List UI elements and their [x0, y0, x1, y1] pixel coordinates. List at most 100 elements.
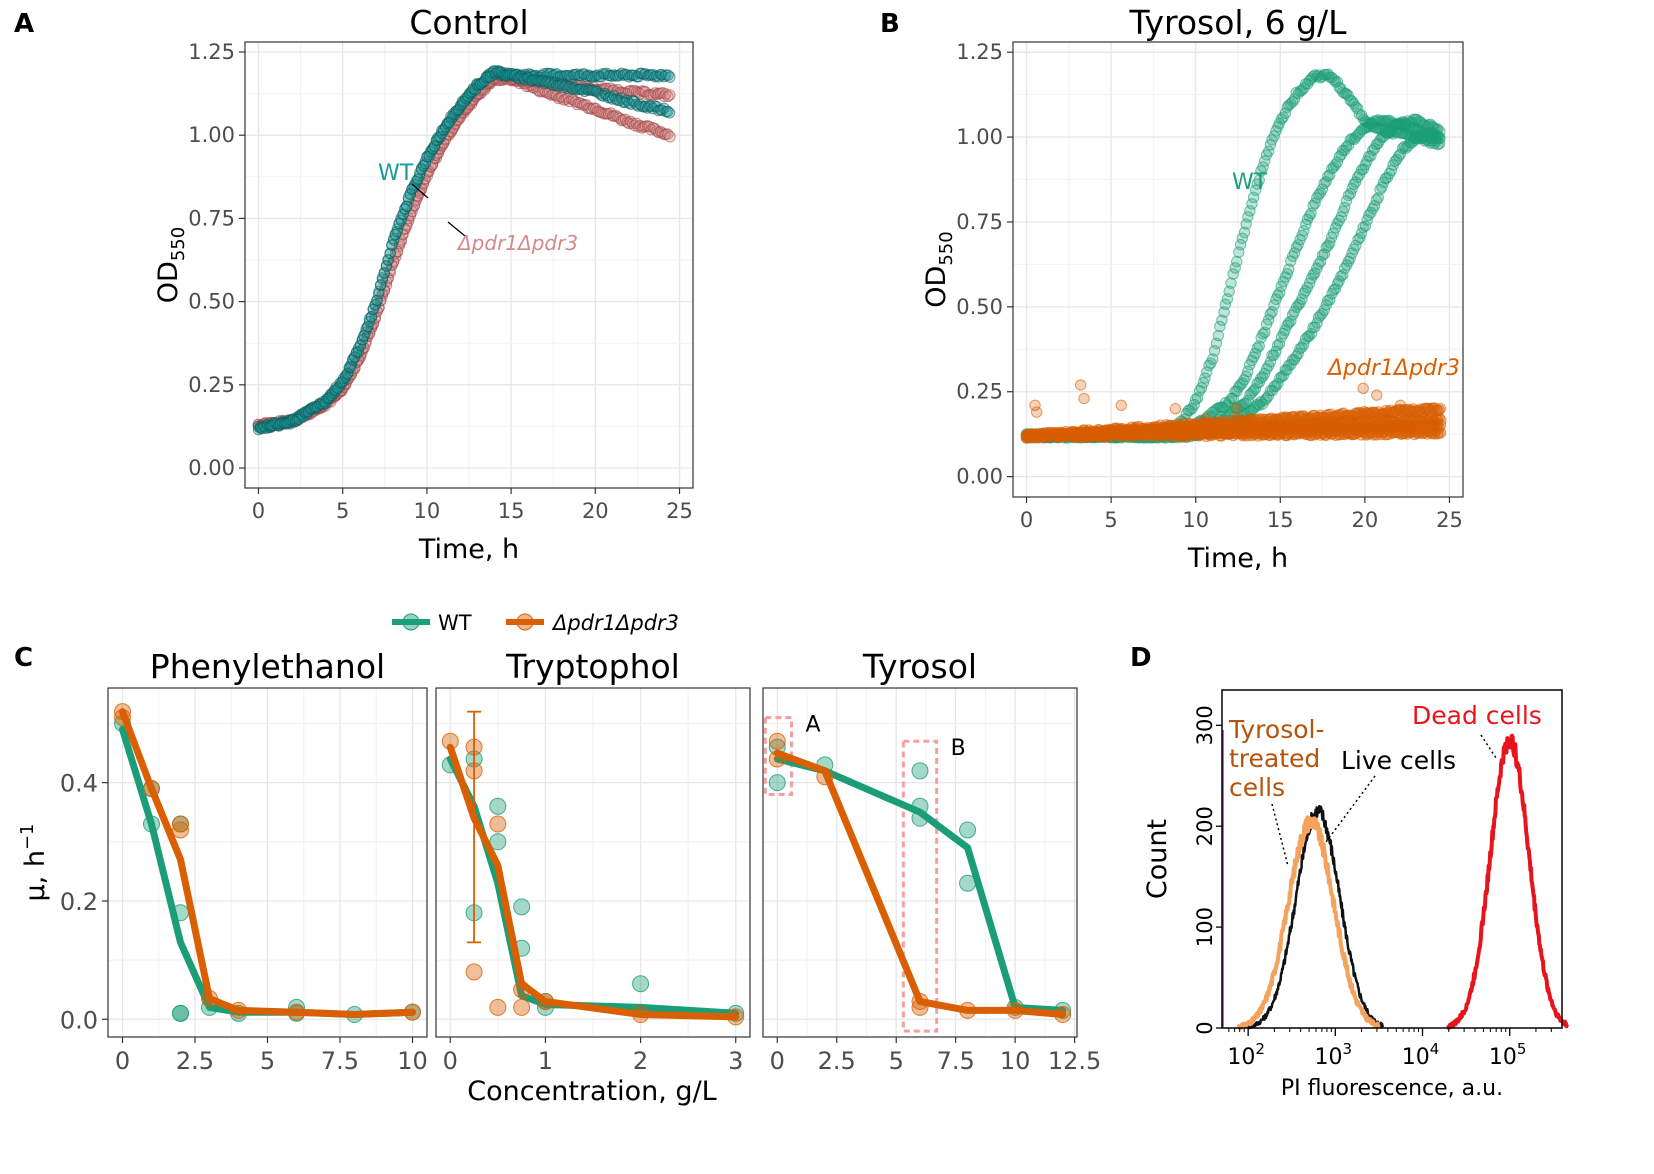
- data-point: [1434, 125, 1446, 138]
- y-tick-label: 0.4: [60, 770, 98, 798]
- x-tick-label: 0: [115, 1047, 130, 1075]
- x-tick-label: 15: [498, 499, 525, 523]
- data-point: [358, 330, 370, 342]
- y-axis-label: OD550: [153, 227, 189, 303]
- x-tick-base: 10: [1227, 1045, 1255, 1070]
- panel-b: B Tyrosol, 6 g/L 0 5 10 15 20 25 0.00 0.25 0.50 0.7…: [880, 3, 1464, 574]
- x-tick-label: 103: [1315, 1040, 1353, 1070]
- data-point: [1230, 403, 1243, 415]
- plot-frame: [244, 41, 694, 489]
- panel-letter: D: [1130, 643, 1152, 673]
- highlight-label: A: [806, 713, 821, 738]
- panel-title: Tyrosol, 6 g/L: [1128, 3, 1347, 42]
- data-point: [1331, 217, 1343, 230]
- histogram-tyrosol-treated-cells: [1236, 815, 1381, 1030]
- series-line: [773, 749, 1067, 1018]
- data-point: [1337, 269, 1349, 281]
- facet-title: Phenylethanol: [150, 647, 385, 686]
- x-tick-label: 7.5: [937, 1047, 975, 1075]
- data-point: [513, 898, 531, 916]
- data-point: [1264, 356, 1277, 368]
- data-point: [664, 89, 676, 101]
- x-tick-exponent: 3: [1343, 1040, 1353, 1058]
- annotation-leader: [447, 221, 466, 237]
- x-tick-label: 10: [397, 1047, 428, 1075]
- y-tick-label: 0.50: [956, 295, 1003, 319]
- y-tick-label: 1.00: [956, 125, 1003, 149]
- x-tick-label: 1: [538, 1047, 553, 1075]
- panel-letter: C: [14, 643, 33, 673]
- data-point: [1227, 268, 1239, 280]
- data-point: [1200, 413, 1212, 425]
- x-axis-label: PI fluorescence, a.u.: [1281, 1076, 1503, 1101]
- data-point: [1433, 137, 1446, 150]
- x-tick-label: 5: [889, 1047, 904, 1075]
- legend-label-wt: WT: [438, 611, 472, 635]
- x-tick-exponent: 5: [1517, 1040, 1527, 1058]
- y-tick-label: 0.75: [956, 210, 1003, 234]
- facet-tyrosol: Tyrosol A B 0 2.5 5 7.5 10 12.5: [762, 647, 1101, 1075]
- y-tick-label: 0.75: [188, 206, 235, 230]
- data-point: [1342, 189, 1355, 202]
- data-point: [489, 815, 507, 833]
- data-point: [489, 797, 507, 815]
- annotation-dead: Dead cells: [1412, 701, 1542, 730]
- data-point: [1236, 232, 1248, 244]
- highlight-label: B: [951, 736, 966, 761]
- x-tick-label: 5: [336, 499, 349, 523]
- y-tick-label: 0.2: [60, 888, 98, 916]
- y-tick-label: 200: [1193, 806, 1217, 846]
- data-point: [1285, 97, 1297, 110]
- x-tick-label: 15: [1267, 508, 1294, 532]
- data-point: [662, 69, 674, 81]
- data-point: [1352, 233, 1364, 246]
- x-tick-label: 7.5: [321, 1047, 359, 1075]
- x-tick-label: 10: [1182, 508, 1209, 532]
- data-point: [1298, 225, 1310, 237]
- data-point: [1324, 294, 1336, 306]
- facet-title: Tyrosol: [862, 647, 977, 686]
- x-tick-base: 10: [1315, 1045, 1343, 1070]
- data-point: [1350, 101, 1362, 113]
- series-wt: [768, 738, 1072, 1019]
- x-tick-label: 20: [582, 499, 609, 523]
- data-point: [1030, 406, 1043, 418]
- data-point: [1296, 84, 1308, 96]
- x-axis-label: Time, h: [1187, 543, 1288, 574]
- x-tick-label: 5: [1104, 508, 1117, 532]
- x-tick-label: 20: [1352, 508, 1379, 532]
- data-point: [664, 131, 676, 143]
- x-tick-label: 2.5: [818, 1047, 856, 1075]
- y-tick-label: 0: [1193, 1021, 1217, 1034]
- y-tick-label: 100: [1193, 907, 1217, 947]
- data-point: [1257, 328, 1269, 340]
- y-tick-label: 300: [1193, 705, 1217, 745]
- data-point: [465, 738, 483, 756]
- annotation-wt: WT: [378, 161, 414, 186]
- data-point: [632, 975, 650, 993]
- data-point: [395, 214, 407, 227]
- data-point: [1434, 427, 1447, 439]
- data-point: [172, 821, 189, 839]
- y-axis-label: μ, h−1: [17, 823, 51, 901]
- data-point: [1214, 320, 1226, 333]
- x-tick-label: 3: [728, 1047, 743, 1075]
- data-point: [1169, 403, 1182, 415]
- series-line: [773, 755, 1067, 1014]
- y-tick-label: 0.00: [188, 456, 235, 480]
- x-tick-exponent: 2: [1255, 1040, 1265, 1058]
- data-point: [386, 239, 398, 252]
- y-axis-label: Count: [1142, 819, 1173, 899]
- facet-title: Tryptophol: [505, 647, 680, 686]
- y-axis-label-subscript: 550: [168, 227, 189, 261]
- x-tick-label: 10: [1000, 1047, 1031, 1075]
- data-point: [1074, 379, 1087, 391]
- x-tick-label: 104: [1402, 1040, 1440, 1070]
- data-point: [1338, 201, 1351, 214]
- data-point: [330, 384, 342, 396]
- x-tick-label: 25: [666, 499, 693, 523]
- data-point: [662, 90, 674, 103]
- data-point: [1313, 188, 1325, 201]
- x-tick-label: 10: [414, 499, 441, 523]
